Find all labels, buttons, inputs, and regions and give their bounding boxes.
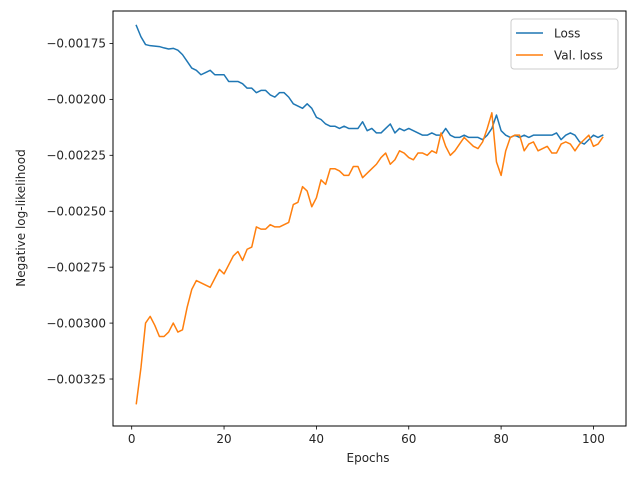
x-axis-label: Epochs: [347, 451, 390, 465]
series-layer: [135, 24, 604, 405]
legend: Loss Val. loss: [510, 18, 619, 70]
series-line-val-loss: [135, 112, 604, 405]
x-tick-label: 0: [128, 432, 136, 446]
x-axis: 0 20 40 60 80 100: [128, 426, 605, 446]
legend-box: [510, 18, 619, 70]
legend-label-loss: Loss: [554, 27, 580, 41]
y-axis-label: Negative log-likelihood: [14, 149, 28, 286]
x-tick-label: 40: [309, 432, 324, 446]
x-tick-label: 100: [582, 432, 605, 446]
plot-frame: [112, 10, 627, 427]
y-tick-label: −0.00200: [46, 93, 106, 107]
y-tick-label: −0.00300: [46, 316, 106, 330]
series-line-loss: [135, 24, 604, 145]
y-tick-label: −0.00325: [46, 372, 106, 386]
x-tick-label: 20: [216, 432, 231, 446]
x-tick-label: 60: [401, 432, 416, 446]
y-tick-label: −0.00225: [46, 149, 106, 163]
x-tick-label: 80: [493, 432, 508, 446]
legend-label-val-loss: Val. loss: [554, 49, 603, 63]
y-axis: −0.00325 −0.00300 −0.00275 −0.00250 −0.00225…: [46, 37, 113, 386]
y-tick-label: −0.00275: [46, 260, 106, 274]
y-tick-label: −0.00250: [46, 205, 106, 219]
y-tick-label: −0.00175: [46, 37, 106, 51]
